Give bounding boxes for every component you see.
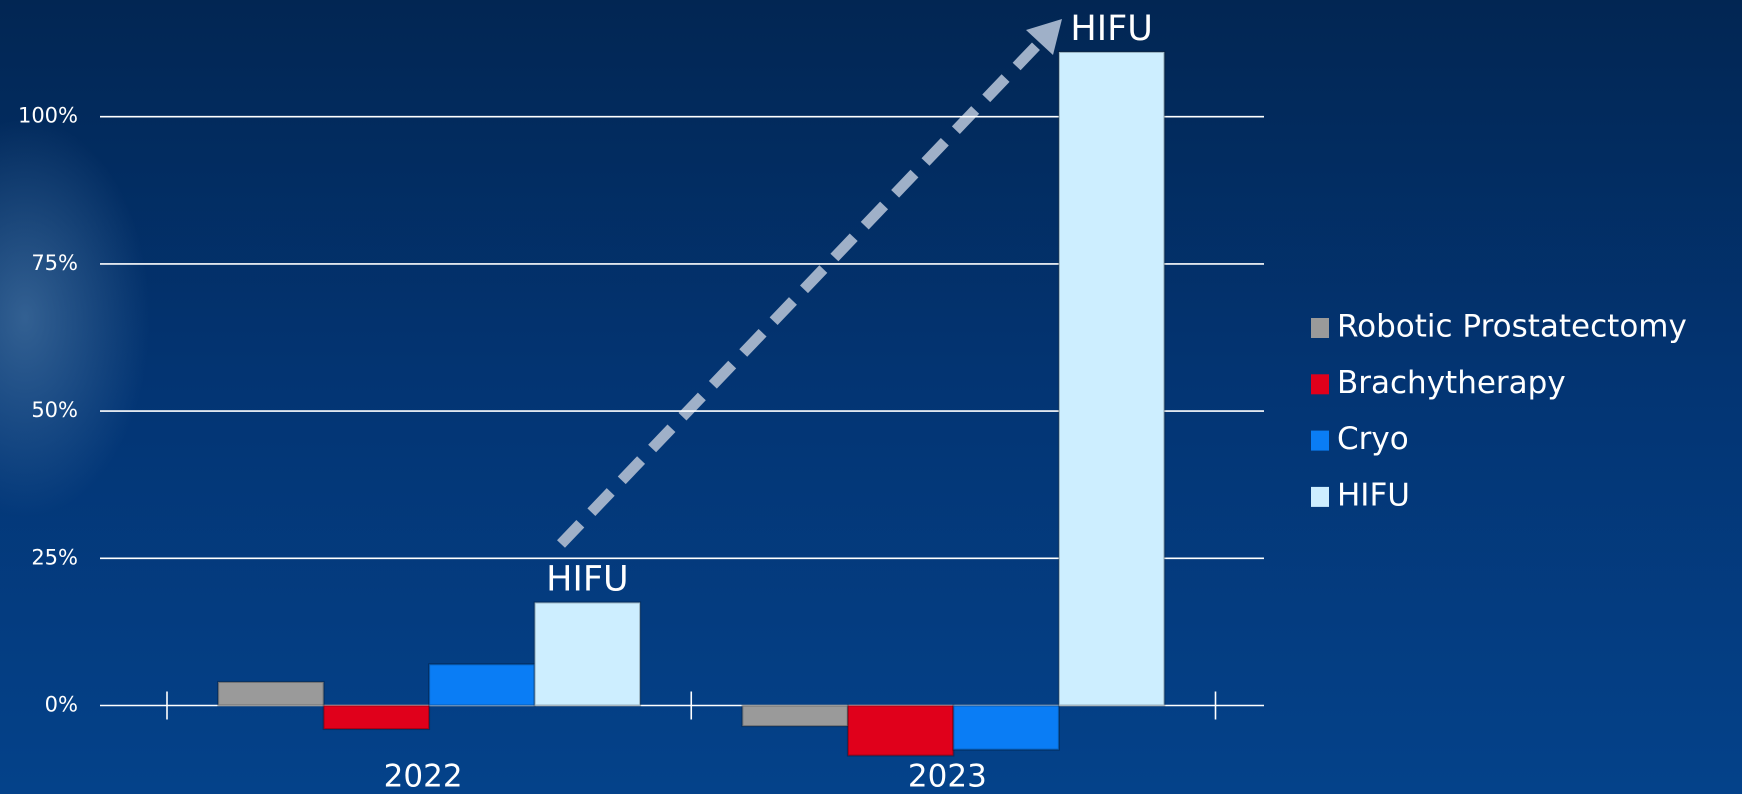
bar: [217, 680, 325, 707]
legend-swatch: [1311, 486, 1329, 507]
bar: [533, 601, 642, 707]
x-tick-label: 2023: [908, 759, 987, 794]
bar: [952, 704, 1060, 751]
legend-label: Robotic Prostatectomy: [1337, 309, 1687, 345]
legend-label: HIFU: [1337, 477, 1410, 513]
legend-label: Brachytherapy: [1337, 365, 1566, 401]
legend-label: Cryo: [1337, 421, 1409, 457]
bar: [1057, 50, 1166, 707]
bar-annotation: HIFU: [1070, 9, 1152, 49]
y-tick-label: 100%: [18, 104, 78, 128]
trend-arrow-head: [1026, 19, 1062, 55]
y-tick-label: 75%: [31, 251, 78, 275]
x-tick-label: 2022: [384, 759, 463, 794]
bar: [846, 704, 955, 757]
legend-swatch: [1311, 430, 1329, 451]
bar: [322, 704, 431, 731]
bar: [428, 663, 536, 707]
bar-annotation: HIFU: [546, 559, 628, 599]
trend-arrow: [557, 38, 1044, 548]
legend-swatch: [1311, 318, 1329, 338]
y-tick-label: 0%: [45, 693, 78, 717]
y-tick-label: 50%: [31, 398, 78, 422]
background-haze: [0, 0, 500, 794]
y-tick-label: 25%: [31, 545, 78, 569]
legend-swatch: [1311, 374, 1329, 395]
bar: [741, 704, 849, 728]
